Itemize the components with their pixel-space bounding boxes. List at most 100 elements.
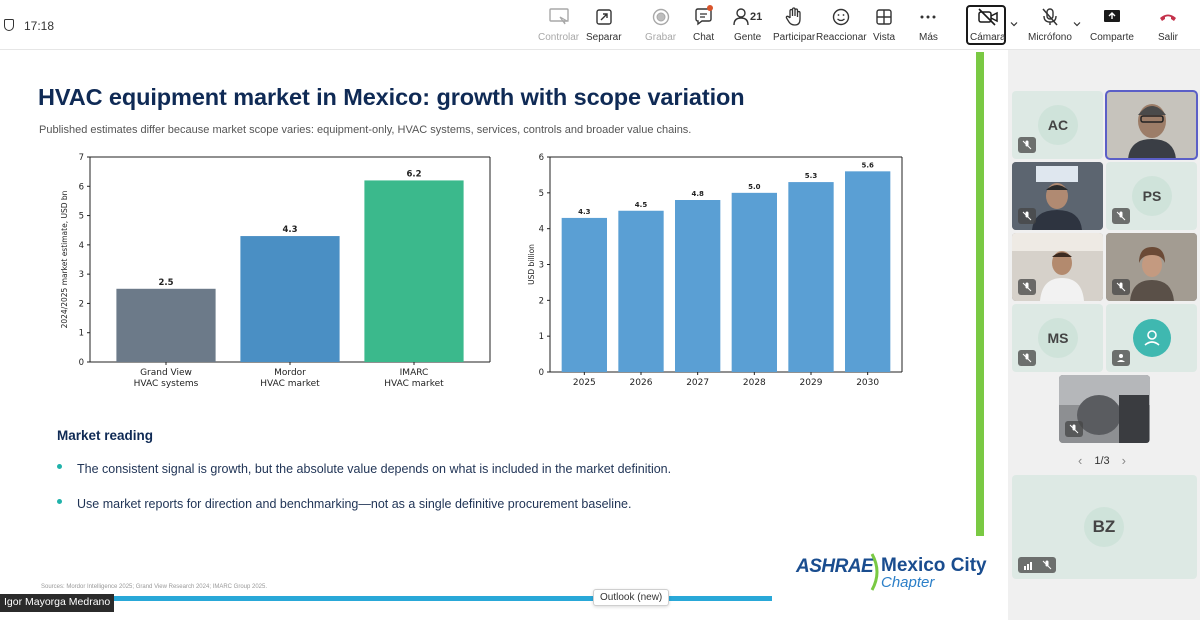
y-tick-label: 6 [539,153,544,163]
bar [364,180,464,362]
accent-bar [976,52,984,536]
avatar: MS [1038,318,1078,358]
raise-hand-button[interactable]: Participar [773,6,815,46]
list-item: The consistent signal is growth, but the… [57,462,671,476]
camera-button[interactable]: Cámara [970,6,1006,46]
participant-tile[interactable] [1106,233,1197,301]
data-label: 5.6 [861,161,874,169]
x-tick-label: 2030 [856,378,879,388]
slide-subtitle: Published estimates differ because marke… [39,124,692,136]
x-tick-label: 2029 [800,378,823,388]
avatar: PS [1132,176,1172,216]
x-tick-label: HVAC systems [134,379,199,389]
avatar: BZ [1084,507,1124,547]
data-label: 4.3 [282,225,297,235]
x-tick-label: HVAC market [384,379,444,389]
y-tick-label: 3 [79,270,84,280]
participant-tile[interactable]: BZ [1012,475,1197,579]
market-reading-heading: Market reading [57,428,154,443]
participant-tile[interactable]: PS [1106,162,1197,230]
participant-video [1106,91,1197,159]
slide-title: HVAC equipment market in Mexico: growth … [38,84,745,110]
chat-button[interactable]: Chat [693,5,714,46]
mic-off-icon [1116,282,1126,292]
page-indicator: 1/3 [1094,454,1110,467]
y-tick-label: 4 [79,241,84,251]
x-tick-label: 2028 [743,378,766,388]
participant-video [1059,375,1150,443]
meeting-toolbar: 17:18 Controlar Separar Grabar Chat 21 G… [0,0,1200,50]
more-dots-icon [919,6,937,28]
y-tick-label: 6 [79,182,84,192]
y-tick-label: 2 [79,299,84,309]
participant-tile[interactable] [1012,162,1103,230]
view-button[interactable]: Vista [873,6,895,46]
people-button[interactable]: 21 Gente [733,6,762,46]
shield-icon [4,19,14,31]
participant-tile[interactable] [1012,233,1103,301]
bullet-dot [57,464,62,469]
y-tick-label: 2 [539,296,544,306]
mic-off-icon [1041,6,1059,28]
pop-out-button[interactable]: Separar [586,6,622,46]
x-tick-label: 2025 [573,378,596,388]
meeting-clock: 17:18 [24,19,55,33]
camera-off-icon [977,6,999,28]
y-tick-label: 4 [539,225,544,235]
list-item: Use market reports for direction and ben… [57,497,631,511]
y-tick-label: 5 [79,212,84,222]
bar [561,217,607,372]
x-tick-label: IMARC [400,368,429,378]
chevron-down-icon[interactable] [1010,20,1018,28]
bar [618,210,664,372]
participant-tile[interactable]: MS [1012,304,1103,372]
react-button[interactable]: Reaccionar [816,6,867,46]
bar [675,200,721,372]
participant-tile[interactable] [1105,90,1198,160]
mic-off-icon [1022,140,1032,150]
participant-tile[interactable] [1059,375,1150,443]
share-screen-icon [1102,6,1122,28]
taskbar-tooltip: Outlook (new) [593,589,670,606]
chevron-left-icon[interactable]: ‹ [1078,453,1083,468]
chevron-right-icon[interactable]: › [1121,453,1126,468]
bullet-dot [57,499,62,504]
market-estimate-chart: 0 1 2 3 4 5 6 7 2024/2025 market estimate, USD b… [60,153,491,389]
y-tick-label: 5 [539,189,544,199]
y-tick-label: 3 [539,261,544,271]
grid-icon [875,6,893,28]
signal-bars-icon [1023,562,1032,570]
data-label: 6.2 [406,169,421,179]
bar [788,182,834,372]
record-icon [652,6,670,28]
record-button[interactable]: Grabar [645,6,676,46]
share-button[interactable]: Comparte [1090,6,1134,46]
hang-up-icon [1158,6,1178,28]
microphone-button[interactable]: Micrófono [1028,6,1072,46]
data-label: 4.5 [635,201,648,209]
pop-out-icon [595,6,613,28]
gallery-pager: ‹ 1/3 › [1078,453,1126,468]
x-tick-label: Grand View [140,368,192,378]
person-badge-icon [1117,354,1125,362]
mic-off-icon [1069,424,1079,434]
data-label: 2.5 [158,278,173,288]
camera-focus-frame [966,5,1006,45]
sources-note: Sources: Mordor Intelligence 2025; Grand… [41,584,268,590]
data-label: 5.0 [748,183,761,191]
avatar: AC [1038,105,1078,145]
participant-tile[interactable] [1106,304,1197,372]
data-label: 4.8 [691,190,704,198]
x-tick-label: Mordor [274,368,306,378]
more-button[interactable]: Más [919,6,938,46]
participant-tile[interactable]: AC [1012,91,1103,159]
control-button[interactable]: Controlar [538,6,579,46]
notification-dot [706,5,713,11]
y-axis-label: 2024/2025 market estimate, USD bn [60,190,69,328]
chevron-down-icon[interactable] [1073,20,1081,28]
avatar [1133,319,1171,357]
x-tick-label: 2026 [630,378,653,388]
y-tick-label: 0 [539,368,544,378]
leave-button[interactable]: Salir [1158,6,1178,46]
bar [116,288,216,362]
